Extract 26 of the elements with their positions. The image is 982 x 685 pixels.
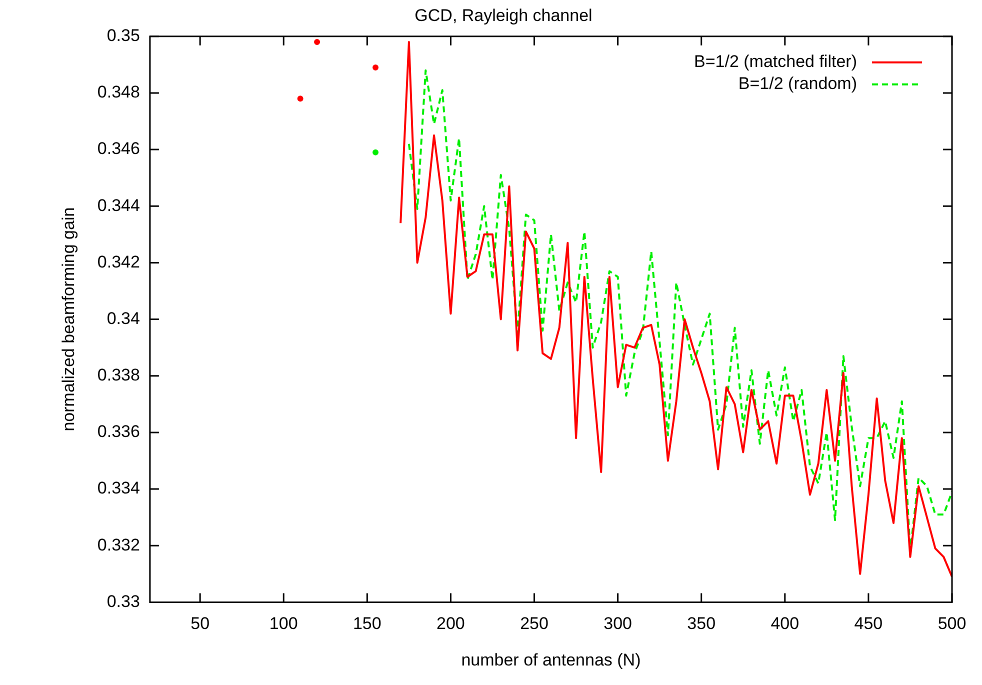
y-tick-label: 0.348 (97, 82, 140, 102)
x-tick-label: 500 (938, 614, 966, 634)
y-axis-title: normalized beamforming gain (58, 207, 78, 432)
y-tick-label: 0.34 (106, 308, 140, 328)
y-tick-label: 0.33 (106, 592, 140, 611)
y-tick-label: 0.35 (106, 26, 140, 46)
y-tick-label: 0.346 (97, 139, 140, 158)
legend-label: B=1/2 (matched filter) (694, 52, 857, 72)
x-tick-label: 250 (520, 614, 548, 634)
x-tick-label: 450 (854, 614, 883, 634)
x-tick-label: 400 (770, 614, 800, 634)
x-tick-label: 350 (687, 614, 716, 634)
x-axis-title: number of antennas (N) (461, 650, 641, 670)
x-tick-label: 50 (190, 614, 210, 634)
y-tick-label: 0.334 (97, 478, 140, 498)
y-tick-label: 0.342 (97, 252, 140, 272)
x-tick-label: 200 (436, 614, 465, 634)
y-tick-label: 0.332 (97, 535, 140, 554)
chart-title: GCD, Rayleigh channel (414, 6, 592, 25)
legend-label: B=1/2 (random) (738, 74, 857, 94)
x-tick-label: 100 (269, 614, 298, 634)
y-tick-label: 0.344 (97, 196, 140, 215)
y-tick-label: 0.338 (97, 366, 140, 385)
x-tick-label: 150 (352, 614, 382, 634)
y-tick-label: 0.336 (97, 422, 140, 442)
x-tick-label: 300 (604, 614, 632, 634)
